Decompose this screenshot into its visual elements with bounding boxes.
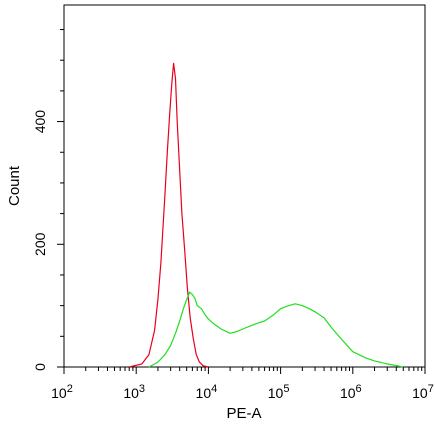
x-tick-label-exponent: 2 (67, 383, 73, 395)
x-tick-label-base: 10 (51, 385, 67, 401)
x-tick-label-exponent: 7 (428, 383, 434, 395)
x-tick-label: 102 (51, 383, 73, 401)
x-tick-label-base: 10 (412, 385, 428, 401)
y-tick-label: 200 (32, 232, 48, 256)
series-layer (129, 62, 404, 368)
x-axis: 102 103 104 105 106 107 (51, 367, 434, 401)
y-tick-label: 0 (32, 363, 48, 371)
y-tick-label: 400 (32, 110, 48, 134)
x-tick-label: 105 (268, 383, 290, 401)
x-tick-label: 107 (412, 383, 434, 401)
x-tick-label-exponent: 4 (211, 383, 217, 395)
x-tick-label-exponent: 3 (139, 383, 145, 395)
x-tick-label-base: 10 (196, 385, 212, 401)
x-tick-label-base: 10 (268, 385, 284, 401)
series-line-2 (148, 291, 404, 368)
y-axis: 0 200 400 (32, 29, 64, 371)
x-tick-label: 103 (123, 383, 145, 401)
x-tick-label: 104 (196, 383, 218, 401)
x-tick-label: 106 (340, 383, 362, 401)
x-tick-label-exponent: 5 (283, 383, 289, 395)
x-tick-label-base: 10 (123, 385, 139, 401)
x-tick-label-exponent: 6 (356, 383, 362, 395)
y-axis-label: Count (6, 165, 23, 206)
x-axis-label: PE-A (226, 405, 261, 422)
x-tick-label-base: 10 (340, 385, 356, 401)
plot-frame (63, 4, 426, 368)
series-line-1 (129, 62, 209, 368)
